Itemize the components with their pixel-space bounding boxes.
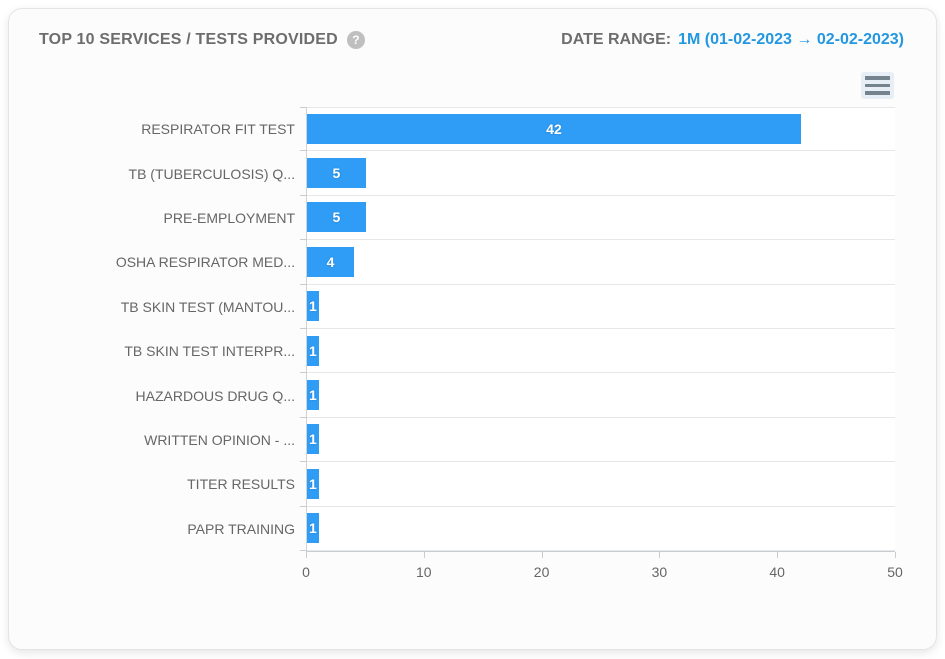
chart-row: HAZARDOUS DRUG Q... 1 xyxy=(9,373,895,419)
bar[interactable]: 4 xyxy=(307,246,355,277)
bar-value-label: 1 xyxy=(308,431,317,448)
chart-rows: RESPIRATOR FIT TEST 42 TB (TUBERCULOSIS) Q… xyxy=(9,107,895,552)
bar[interactable]: 1 xyxy=(307,468,319,499)
chart-row: TITER RESULTS 1 xyxy=(9,462,895,507)
hamburger-menu-icon[interactable] xyxy=(861,72,894,99)
bar-track: 1 xyxy=(300,506,895,552)
bar-value-label: 1 xyxy=(308,475,317,492)
hamburger-line xyxy=(865,76,890,80)
x-axis-tick xyxy=(541,551,543,558)
category-label: RESPIRATOR FIT TEST xyxy=(141,121,295,138)
help-icon[interactable]: ? xyxy=(346,31,365,49)
bar[interactable]: 1 xyxy=(307,380,319,411)
chart-row: PRE-EMPLOYMENT 5 xyxy=(9,195,895,241)
bar-value-label: 1 xyxy=(308,298,317,315)
chart-row: TB SKIN TEST INTERPR... 1 xyxy=(9,328,895,374)
bar-track: 1 xyxy=(300,284,895,330)
chart-row: OSHA RESPIRATOR MED... 4 xyxy=(9,240,895,285)
bar-value-label: 5 xyxy=(332,209,341,226)
bar[interactable]: 1 xyxy=(307,335,319,366)
bar-value-label: 4 xyxy=(326,253,335,270)
x-axis: 0 10 20 30 40 50 xyxy=(302,550,903,595)
bar-chart: RESPIRATOR FIT TEST 42 TB (TUBERCULOSIS) Q… xyxy=(9,107,903,595)
chart-row: RESPIRATOR FIT TEST 42 xyxy=(9,107,895,152)
category-label: HAZARDOUS DRUG Q... xyxy=(135,387,295,404)
x-axis-tick-label: 10 xyxy=(416,563,432,580)
bar-value-label: 1 xyxy=(308,342,317,359)
x-axis-tick-label: 0 xyxy=(302,563,310,580)
card-header: TOP 10 SERVICES / TESTS PROVIDED ? DATE … xyxy=(39,31,904,49)
category-label: WRITTEN OPINION - ... xyxy=(144,431,295,448)
x-axis-tick xyxy=(895,551,896,558)
bar-track: 1 xyxy=(300,328,895,374)
bar-track: 1 xyxy=(300,373,895,419)
bar-track: 42 xyxy=(300,107,895,152)
chart-row: TB SKIN TEST (MANTOU... 1 xyxy=(9,284,895,330)
x-axis-tick-label: 40 xyxy=(769,563,785,580)
chart-row: WRITTEN OPINION - ... 1 xyxy=(9,417,895,463)
hamburger-line xyxy=(865,91,890,95)
bar[interactable]: 1 xyxy=(307,513,319,544)
bar-track: 4 xyxy=(300,240,895,285)
bar-track: 5 xyxy=(300,151,895,197)
hamburger-line xyxy=(865,83,890,88)
category-label: TB SKIN TEST (MANTOU... xyxy=(120,298,295,315)
category-label: TITER RESULTS xyxy=(187,476,295,493)
bar-value-label: 1 xyxy=(308,387,317,404)
category-label: TB (TUBERCULOSIS) Q... xyxy=(128,165,295,182)
bar[interactable]: 1 xyxy=(307,424,319,455)
date-range-label: DATE RANGE: xyxy=(561,31,672,48)
x-axis-tick-label: 50 xyxy=(887,563,903,580)
x-axis-tick xyxy=(306,551,307,558)
date-range-value: 1M (01-02-2023 → 02-02-2023) xyxy=(678,31,904,48)
category-label: PAPR TRAINING xyxy=(187,520,295,537)
bar[interactable]: 5 xyxy=(307,158,366,189)
chart-row: TB (TUBERCULOSIS) Q... 5 xyxy=(9,151,895,197)
bar[interactable]: 42 xyxy=(307,114,801,145)
chart-row: PAPR TRAINING 1 xyxy=(9,506,895,552)
page-title: TOP 10 SERVICES / TESTS PROVIDED xyxy=(39,31,338,48)
x-axis-tick xyxy=(423,551,425,558)
bar-value-label: 5 xyxy=(332,165,341,182)
x-axis-tick-label: 20 xyxy=(533,563,550,580)
x-axis-tick xyxy=(659,551,661,558)
category-label: PRE-EMPLOYMENT xyxy=(163,209,295,226)
bar-track: 1 xyxy=(300,462,895,507)
bar-track: 1 xyxy=(300,417,895,463)
bar-value-label: 42 xyxy=(546,121,562,138)
x-axis-tick xyxy=(777,551,779,558)
chart-card: TOP 10 SERVICES / TESTS PROVIDED ? DATE … xyxy=(8,8,937,650)
date-range: DATE RANGE: 1M (01-02-2023 → 02-02-2023) xyxy=(561,31,904,49)
title-wrap: TOP 10 SERVICES / TESTS PROVIDED ? xyxy=(39,31,365,49)
x-axis-tick-label: 30 xyxy=(651,563,668,580)
bar-track: 5 xyxy=(300,195,895,241)
category-label: TB SKIN TEST INTERPR... xyxy=(124,343,295,360)
bar-value-label: 1 xyxy=(308,520,317,537)
bar[interactable]: 1 xyxy=(307,291,319,322)
category-label: OSHA RESPIRATOR MED... xyxy=(115,254,295,271)
bar[interactable]: 5 xyxy=(307,202,366,233)
